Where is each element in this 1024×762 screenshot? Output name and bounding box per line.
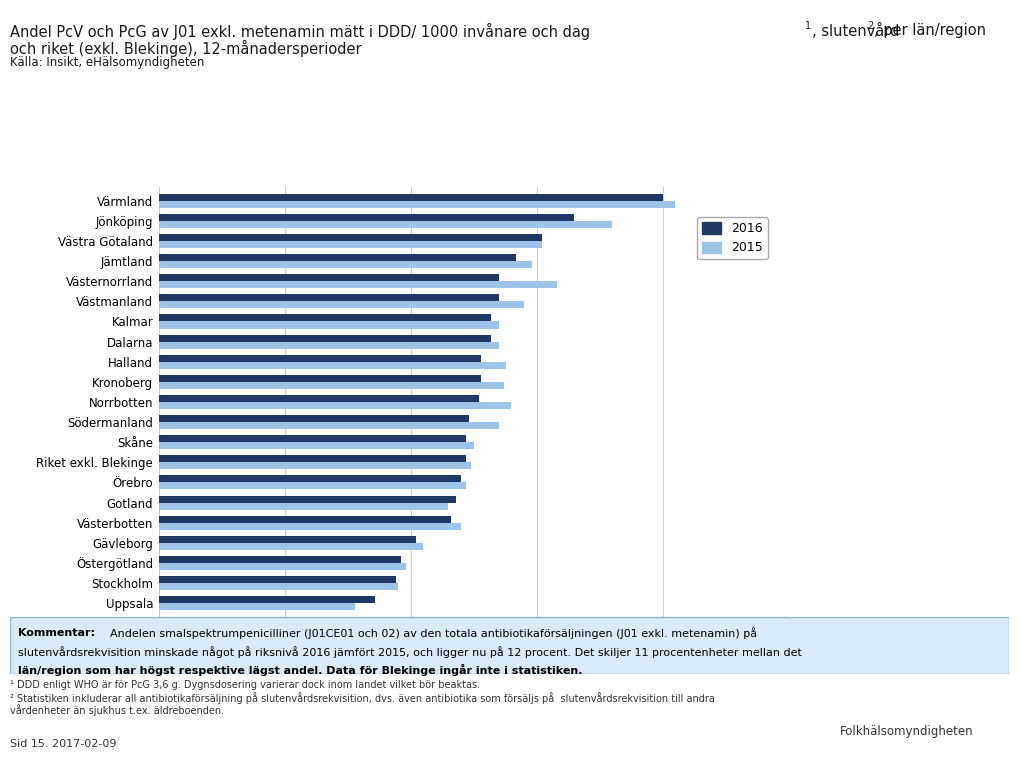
Text: ² Statistiken inkluderar all antibiotikaförsäljning på slutenvårdsrekvisition, d: ² Statistiken inkluderar all antibiotika… xyxy=(10,692,715,704)
Bar xyxy=(159,200,675,208)
Bar xyxy=(159,241,542,248)
Bar xyxy=(159,341,499,349)
Bar xyxy=(159,335,492,341)
Bar xyxy=(159,583,398,590)
Bar xyxy=(159,194,663,200)
Bar xyxy=(159,555,400,563)
Bar xyxy=(159,315,492,322)
Bar xyxy=(159,523,461,530)
Legend: 2016, 2015: 2016, 2015 xyxy=(697,217,768,260)
Text: 2: 2 xyxy=(867,21,873,30)
Bar xyxy=(159,294,499,301)
Bar xyxy=(159,221,612,228)
Bar xyxy=(159,482,466,489)
Text: , per län/region: , per län/region xyxy=(874,23,986,38)
Bar xyxy=(159,261,531,268)
Bar xyxy=(159,415,469,422)
Bar xyxy=(159,234,542,241)
Bar xyxy=(159,563,406,570)
Bar xyxy=(159,455,466,463)
Text: Sid 15. 2017-02-09: Sid 15. 2017-02-09 xyxy=(10,739,117,749)
Bar xyxy=(159,362,506,369)
Bar xyxy=(159,503,449,510)
Text: Andel PcV och PcG av J01 exkl. metenamin mätt i DDD/ 1000 invånare och dag: Andel PcV och PcG av J01 exkl. metenamin… xyxy=(10,23,591,40)
Text: ¹ DDD enligt WHO är för PcG 3,6 g. Dygnsdosering varierar dock inom landet vilke: ¹ DDD enligt WHO är för PcG 3,6 g. Dygns… xyxy=(10,680,480,690)
Bar xyxy=(159,576,395,583)
Bar xyxy=(159,214,574,221)
FancyBboxPatch shape xyxy=(10,617,1009,674)
Bar xyxy=(159,274,499,281)
Bar xyxy=(159,281,557,288)
Bar xyxy=(159,442,473,450)
Bar xyxy=(159,495,456,503)
Text: och riket (exkl. Blekinge), 12-månadersperioder: och riket (exkl. Blekinge), 12-månadersp… xyxy=(10,40,361,56)
Text: Kommentar:: Kommentar: xyxy=(18,628,95,638)
Text: , slutenvård: , slutenvård xyxy=(812,23,899,39)
Text: Andelen smalspektrumpenicilliner (J01CE01 och 02) av den totala antibiotikaförsä: Andelen smalspektrumpenicilliner (J01CE0… xyxy=(111,628,757,639)
Bar xyxy=(159,382,504,389)
Bar xyxy=(159,463,471,469)
Bar xyxy=(159,543,423,550)
Bar xyxy=(159,395,478,402)
Bar xyxy=(159,254,516,261)
Bar xyxy=(159,375,481,382)
Text: Folkhälsomyndigheten: Folkhälsomyndigheten xyxy=(840,725,973,738)
Text: Källa: Insikt, eHälsomyndigheten: Källa: Insikt, eHälsomyndigheten xyxy=(10,56,205,69)
Text: län/region som har högst respektive lägst andel. Data för Blekinge ingår inte i : län/region som har högst respektive lägs… xyxy=(18,664,583,676)
Bar xyxy=(159,475,461,482)
Bar xyxy=(159,301,524,309)
Bar xyxy=(159,402,511,409)
Text: vårdenheter än sjukhus t.ex. äldreboenden.: vårdenheter än sjukhus t.ex. äldreboende… xyxy=(10,704,224,716)
Text: slutenvårdsrekvisition minskade något på riksnivå 2016 jämfört 2015, och ligger : slutenvårdsrekvisition minskade något på… xyxy=(18,645,802,658)
Bar xyxy=(159,322,499,328)
Bar xyxy=(159,354,481,362)
Bar xyxy=(159,516,451,523)
Bar xyxy=(159,604,355,610)
Bar xyxy=(159,596,376,604)
Bar xyxy=(159,422,499,429)
Text: 1: 1 xyxy=(805,21,811,30)
Bar xyxy=(159,536,416,543)
Bar xyxy=(159,435,466,442)
